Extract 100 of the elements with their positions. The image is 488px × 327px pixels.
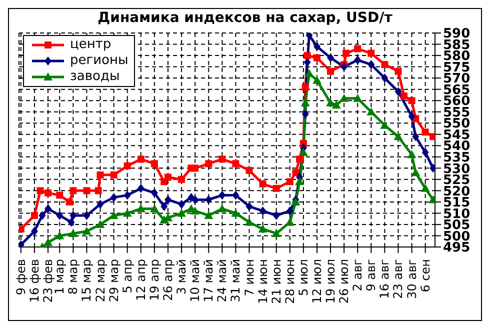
point [340,94,349,102]
point [122,208,132,217]
point [394,87,402,96]
point [110,171,118,178]
point [408,112,416,121]
x-tick-label: 6 сен [418,259,432,292]
point [137,156,144,163]
x-tick-label: 12 июл [310,259,324,304]
point [304,58,311,67]
point [381,61,388,68]
point [286,206,294,216]
point [137,184,144,193]
point [66,198,73,206]
x-tick-label: 19 июл [324,259,338,304]
point [408,97,416,104]
point [150,188,158,198]
point [204,210,214,219]
point [295,177,304,186]
legend-label: заводы [70,69,120,85]
x-tick-label: 24 май [215,259,230,302]
point [302,110,309,119]
x-tick-label: 31 май [228,259,243,302]
x-tick-label: 17 май [202,259,216,302]
point [68,228,78,237]
point [411,168,420,176]
point [96,220,105,228]
point [160,202,168,211]
x-tick-label: 2 авг [350,259,365,292]
x-tick-label: 19 апр [147,259,162,301]
x-tick-label: 9 фев [14,259,28,296]
point [96,200,104,209]
point [68,218,75,227]
point [412,132,420,142]
x-tick-label: 21 июн [269,259,284,304]
x-tick-label: 5 апр [120,259,134,294]
point [302,84,309,91]
point [83,187,90,194]
x-tick-label: 22 мар [93,259,108,302]
point [292,169,300,176]
x-tick-label: 3 май [174,259,189,295]
point [96,171,104,178]
x-tick-label: 16 авг [378,259,392,299]
point [381,74,388,83]
legend-label: центр [70,37,112,53]
point [368,60,375,70]
point [83,210,90,220]
point [312,76,322,84]
x-tick-label: 26 июл [337,259,352,304]
point [354,45,362,52]
point [420,184,430,192]
x-tick-label: 30 авг [404,259,419,299]
point [380,120,390,129]
point [327,68,334,75]
point [164,174,172,181]
point [205,160,212,168]
point [259,180,266,188]
x-tick-label: 23 авг [391,259,406,299]
point [56,192,64,199]
point [94,187,102,194]
point [164,195,172,204]
x-tick-label: 29 мар [106,259,121,302]
point [124,162,131,170]
point [218,204,227,212]
x-tick-label: 10 май [188,259,202,302]
x-tick-label: 23 фев [41,259,56,303]
point [218,190,226,200]
point [296,156,304,163]
point [205,195,212,204]
point [422,128,429,136]
point [110,192,118,202]
point [178,200,186,209]
point [258,224,268,232]
point [272,210,280,220]
point [366,107,376,116]
point [177,208,186,217]
x-tick-label: 28 июн [282,259,297,304]
x-tick-label: 16 фев [27,259,42,303]
point [313,42,320,52]
point [304,52,311,60]
point [124,190,131,200]
point [327,53,334,62]
legend-label: регионы [70,53,128,69]
point [56,210,64,220]
point [150,160,158,168]
point [368,50,375,57]
x-tick-label: 9 авг [364,259,378,292]
point [400,92,408,100]
point [150,204,159,212]
point [232,160,240,168]
point [272,184,280,192]
point [422,148,429,157]
chart-title: Динамика индексов на сахар, USD/т [96,9,394,27]
point [304,69,314,78]
point [246,166,253,174]
point [286,178,294,186]
point [354,56,362,65]
point [272,228,281,237]
point [246,202,253,211]
x-tick-label: 26 апр [160,259,175,301]
x-tick-label: 15 мар [80,259,94,302]
